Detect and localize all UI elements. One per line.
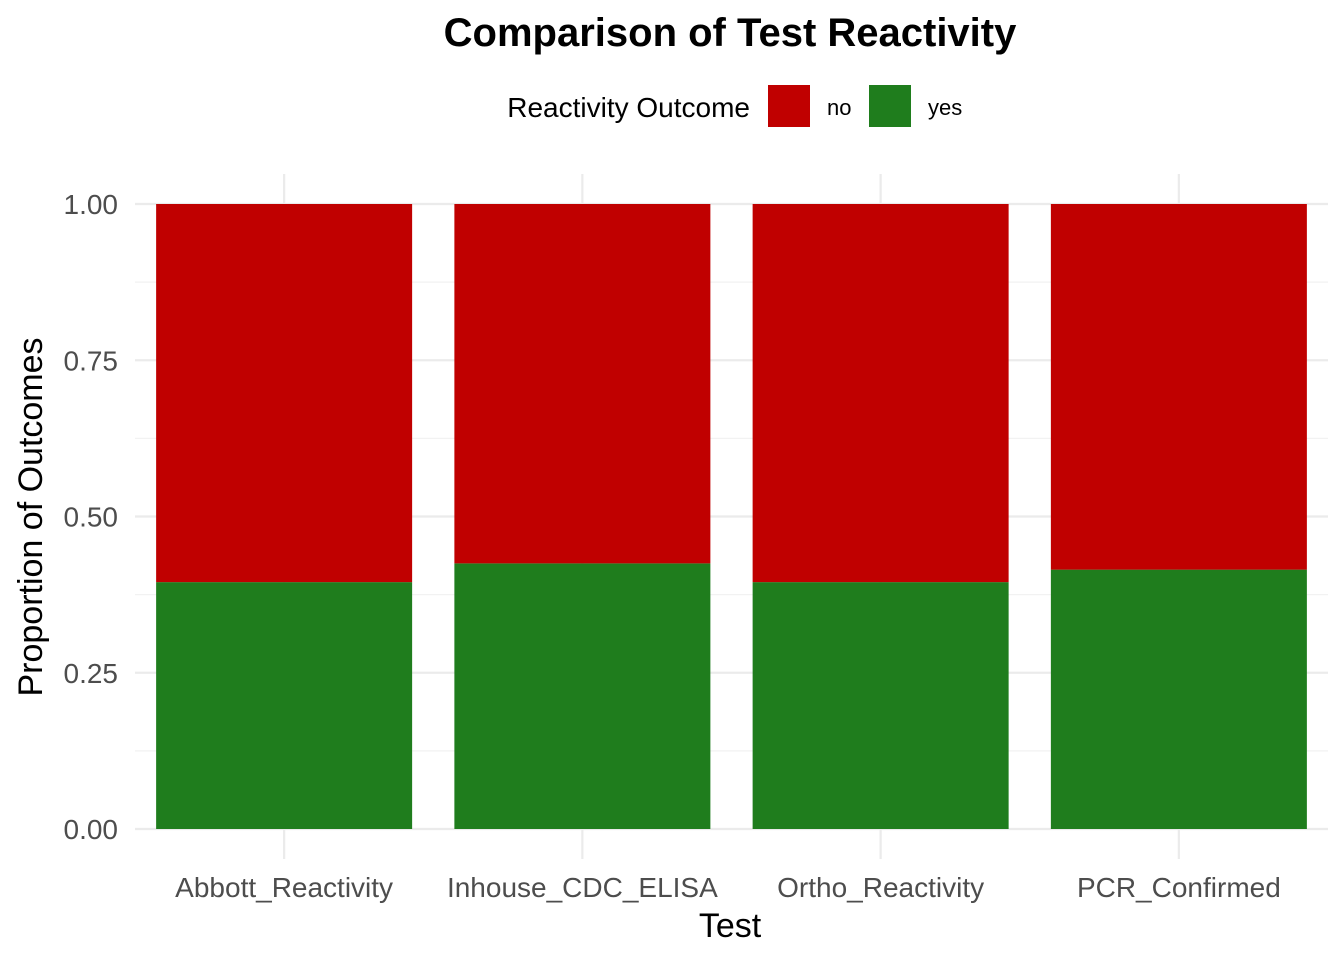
bar-no — [454, 204, 711, 564]
legend: Reactivity Outcome no yes — [507, 85, 962, 127]
bar-no — [752, 204, 1009, 583]
legend-title: Reactivity Outcome — [507, 92, 750, 123]
y-tick-label: 0.25 — [64, 658, 119, 689]
bar-no — [156, 204, 413, 583]
x-tick-label: Abbott_Reactivity — [175, 872, 393, 903]
bar-yes — [752, 582, 1009, 829]
bar-yes — [1050, 569, 1307, 829]
y-tick-label: 0.00 — [64, 814, 119, 845]
plot-bars — [156, 204, 1307, 829]
legend-swatch-yes — [869, 85, 911, 127]
y-axis-ticks: 0.00 0.25 0.50 0.75 1.00 — [64, 189, 119, 845]
x-tick-label: PCR_Confirmed — [1077, 872, 1281, 903]
legend-swatch-no — [768, 85, 810, 127]
y-tick-label: 1.00 — [64, 189, 119, 220]
y-axis-title: Proportion of Outcomes — [12, 337, 50, 696]
y-tick-label: 0.50 — [64, 502, 119, 533]
chart-title: Comparison of Test Reactivity — [444, 11, 1017, 55]
x-axis-ticks: Abbott_Reactivity Inhouse_CDC_ELISA Ortho_… — [175, 872, 1281, 903]
x-tick-label: Inhouse_CDC_ELISA — [447, 872, 718, 903]
legend-label-no: no — [827, 95, 851, 120]
bar-yes — [454, 563, 711, 829]
bar-no — [1050, 204, 1307, 570]
x-tick-label: Ortho_Reactivity — [777, 872, 984, 903]
legend-label-yes: yes — [928, 95, 962, 120]
bar-yes — [156, 582, 413, 829]
y-tick-label: 0.75 — [64, 345, 119, 376]
x-axis-title: Test — [699, 907, 762, 945]
